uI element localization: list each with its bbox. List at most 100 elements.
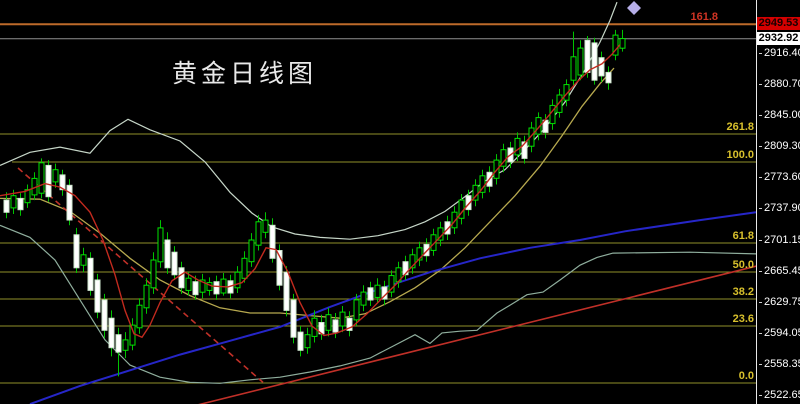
candle-body <box>423 243 430 257</box>
candle-body <box>157 227 164 263</box>
price-tick-label: 2558.35 <box>759 358 800 370</box>
tick-mark <box>759 363 762 365</box>
candle-body <box>605 71 612 84</box>
candle-body <box>150 259 157 289</box>
price-tick-label: 2880.70 <box>759 78 800 90</box>
candle-body <box>108 317 115 349</box>
candle-body <box>192 281 199 296</box>
tick-value: 2522.65 <box>764 389 800 401</box>
tick-value: 2558.35 <box>764 358 800 370</box>
tick-value: 2594.05 <box>764 327 800 339</box>
candle-body <box>521 141 528 159</box>
candle-body <box>556 94 563 113</box>
candle-body <box>171 251 178 276</box>
tick-value: 2809.30 <box>764 140 800 152</box>
candle-body <box>262 219 269 233</box>
price-tick-label: 2845.00 <box>759 109 800 121</box>
candle-body <box>598 57 605 77</box>
cursor-pointer-icon <box>627 1 641 15</box>
tick-value: 2701.15 <box>764 234 800 246</box>
fib-label-50.0: 50.0 <box>732 259 754 271</box>
candle-body <box>38 162 45 194</box>
bollinger-lower-band <box>0 224 757 384</box>
fib-label-0.0: 0.0 <box>738 370 754 382</box>
candle-body <box>255 221 262 246</box>
fib-label-38.2: 38.2 <box>732 286 754 298</box>
candle-body <box>80 254 87 266</box>
fast-ma-line <box>0 44 621 339</box>
candle-body <box>66 184 73 221</box>
candle-body <box>185 277 192 291</box>
tick-mark <box>759 176 762 178</box>
candle-body <box>416 247 423 261</box>
candle-body <box>612 34 619 56</box>
candle-body <box>535 117 542 135</box>
alert-price-box: 2949.53 <box>757 17 800 30</box>
candle-body <box>248 239 255 263</box>
candle-body <box>304 334 311 349</box>
candle-body <box>584 39 591 73</box>
candle-body <box>374 284 381 298</box>
candle-body <box>591 42 598 81</box>
candle-body <box>619 38 626 49</box>
price-tick-label: 2522.65 <box>759 389 800 401</box>
candle-body <box>283 271 290 311</box>
tick-mark <box>759 207 762 209</box>
price-axis[interactable]: 2949.53 2932.92 2916.40 2880.70 2845.00 280… <box>756 0 800 404</box>
candle-body <box>87 257 94 291</box>
chart-title: 黄金日线图 <box>172 59 318 88</box>
candle-body <box>241 257 248 279</box>
tick-mark <box>759 145 762 147</box>
candle-body <box>101 299 108 331</box>
candle-body <box>577 47 584 76</box>
candle-body <box>444 221 451 235</box>
tick-mark <box>759 83 762 85</box>
candle-body <box>290 299 297 338</box>
candle-body <box>178 267 185 289</box>
price-tick-label: 2701.15 <box>759 234 800 246</box>
candle-body <box>94 279 101 313</box>
fib-label-23.6: 23.6 <box>732 313 754 325</box>
price-tick-label: 2665.45 <box>759 265 800 277</box>
tick-value: 2665.45 <box>764 265 800 277</box>
tick-mark <box>759 394 762 396</box>
candle-body <box>514 137 521 156</box>
candle-body <box>10 195 17 209</box>
candle-body <box>339 311 346 327</box>
candle-body <box>136 304 143 329</box>
candle-body <box>52 169 59 183</box>
tick-value: 2880.70 <box>764 78 800 90</box>
fib-label-61.8: 61.8 <box>732 230 754 242</box>
candle-body <box>563 84 570 101</box>
candle-body <box>332 319 339 333</box>
fib-label-161.8: 161.8 <box>690 11 718 23</box>
tick-value: 2629.75 <box>764 296 800 308</box>
fib-label-261.8: 261.8 <box>726 121 754 133</box>
tick-value: 2737.90 <box>764 202 800 214</box>
candle-body <box>234 271 241 289</box>
candle-body <box>430 234 437 251</box>
candle-body <box>388 275 395 293</box>
price-tick-label: 2629.75 <box>759 296 800 308</box>
candle-body <box>213 281 220 295</box>
bollinger-upper-band <box>0 1 618 240</box>
candle-body <box>297 331 304 351</box>
candle-body <box>164 239 171 269</box>
candle-body <box>360 291 367 306</box>
candle-body <box>570 56 577 81</box>
candle-body <box>115 334 122 353</box>
tick-mark <box>759 270 762 272</box>
price-tick-label: 2809.30 <box>759 140 800 152</box>
price-tick-label: 2737.90 <box>759 202 800 214</box>
candle-body <box>528 127 535 147</box>
price-tick-label: 2594.05 <box>759 327 800 339</box>
candle-body <box>17 197 24 211</box>
candle-body <box>122 339 129 351</box>
candle-body <box>199 279 206 293</box>
candle-body <box>367 287 374 301</box>
candle-body <box>276 250 283 286</box>
candle-body <box>3 199 10 213</box>
candle-body <box>73 234 80 269</box>
